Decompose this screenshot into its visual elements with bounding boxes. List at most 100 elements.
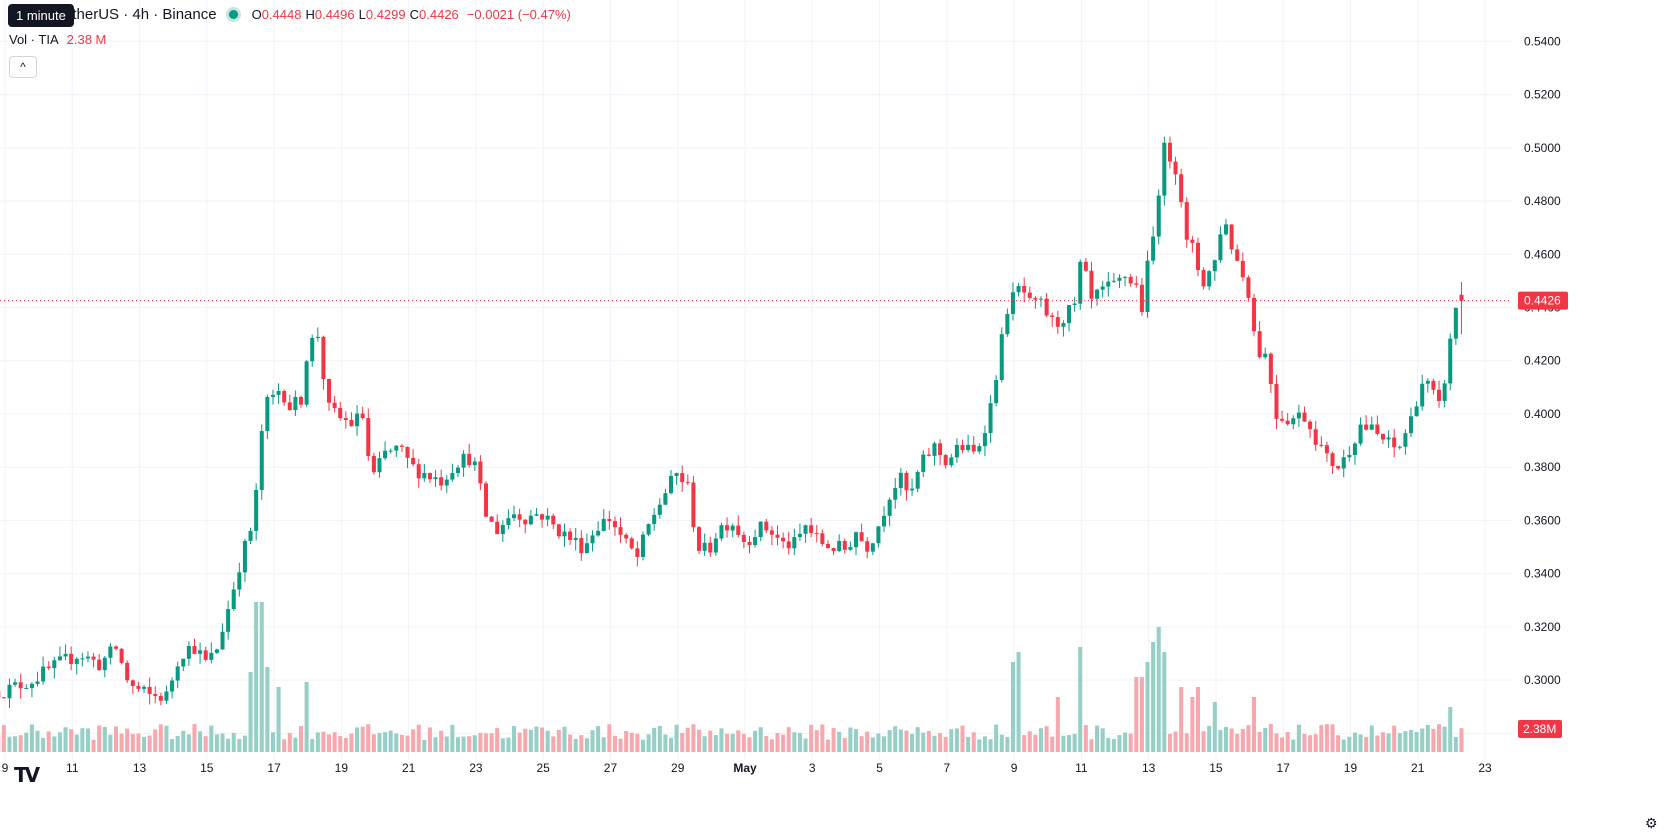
candle-body xyxy=(825,543,830,548)
last-volume-label: 2.38M xyxy=(1518,720,1562,738)
volume-bar xyxy=(97,725,102,752)
candle-body xyxy=(764,521,769,531)
volume-bar xyxy=(601,737,606,752)
volume-bar xyxy=(1263,727,1268,752)
volume-bar xyxy=(130,734,135,752)
time-tick-label: 23 xyxy=(469,761,483,775)
collapse-glyph: ^ xyxy=(20,60,26,74)
candle-body xyxy=(276,390,281,395)
candle-body xyxy=(1167,142,1172,162)
time-tick-label: 23 xyxy=(1478,761,1492,775)
candle-body xyxy=(876,526,881,544)
volume-bar xyxy=(427,727,432,752)
volume-bar xyxy=(422,739,427,752)
candle-body xyxy=(820,533,825,544)
candle-body xyxy=(775,534,780,538)
volume-bar xyxy=(147,735,152,752)
candle-body xyxy=(629,538,634,549)
chevron-up-icon[interactable]: ^ xyxy=(9,56,37,78)
candle-body xyxy=(697,527,702,551)
volume-bar xyxy=(781,734,786,752)
candle-body xyxy=(994,380,999,404)
volume-legend[interactable]: Vol · TIA 2.38 M xyxy=(9,32,106,47)
volume-bar xyxy=(287,732,292,752)
volume-bar xyxy=(893,726,898,752)
volume-bar xyxy=(1195,687,1200,752)
volume-bar xyxy=(674,724,679,752)
candle-body xyxy=(853,532,859,548)
candle-body xyxy=(1111,280,1116,282)
volume-bar xyxy=(1324,724,1329,752)
volume-bar xyxy=(125,728,130,752)
candle-body xyxy=(1184,202,1189,240)
volume-bar xyxy=(377,732,382,752)
volume-value: 2.38 M xyxy=(66,32,107,47)
volume-bar xyxy=(1302,733,1307,752)
time-tick-label: 3 xyxy=(809,761,816,775)
volume-bar xyxy=(366,724,371,752)
candle-body xyxy=(1027,292,1032,298)
gear-icon[interactable]: ⚙ xyxy=(1645,815,1658,831)
volume-bar xyxy=(1252,697,1257,752)
volume-bar xyxy=(612,735,617,752)
candle-body xyxy=(1263,353,1268,358)
candle-body xyxy=(63,653,68,657)
candle-body xyxy=(1117,277,1122,281)
candle-body xyxy=(870,543,875,552)
price-axis[interactable]: 0.54000.52000.50000.48000.46000.44000.42… xyxy=(1524,34,1561,740)
candle-body xyxy=(1358,424,1363,444)
volume-bar xyxy=(1414,731,1419,752)
price-tick-label: 0.3800 xyxy=(1524,460,1561,474)
volume-bar xyxy=(865,731,870,752)
volume-bar xyxy=(713,735,718,752)
candle-body xyxy=(388,450,393,452)
volume-bar xyxy=(1319,724,1324,752)
volume-bar xyxy=(1184,733,1189,752)
candle-body xyxy=(1100,286,1105,290)
candle-body xyxy=(186,646,191,659)
candle-body xyxy=(1257,331,1262,358)
candle-body xyxy=(1403,433,1408,447)
candle-body xyxy=(97,659,102,671)
candle-body xyxy=(489,516,494,522)
volume-bar xyxy=(512,726,517,752)
time-tick-label: 13 xyxy=(133,761,147,775)
tradingview-logo-icon[interactable]: TV xyxy=(14,763,40,787)
volume-bar xyxy=(74,734,79,752)
time-axis[interactable]: 9 11 13 15 17 19 21 23 25 27 29 May 3 5 7 9 11 13 15 17 19 21… xyxy=(2,761,1492,775)
volume-bar xyxy=(1050,736,1055,752)
volume-bar xyxy=(820,724,825,752)
candle-body xyxy=(1313,429,1318,445)
candle-body xyxy=(1324,445,1329,454)
candle-body xyxy=(814,533,819,535)
volume-bar xyxy=(540,727,545,752)
candle-body xyxy=(1022,286,1027,293)
candle-body xyxy=(865,541,870,552)
change-value: −0.0021 (−0.47%) xyxy=(466,7,571,22)
price-tick-label: 0.4600 xyxy=(1524,247,1561,261)
volume-bar xyxy=(1055,697,1060,752)
candle-body xyxy=(1302,412,1307,422)
volume-bar xyxy=(803,738,808,752)
volume-bar xyxy=(1212,702,1217,752)
candle-body xyxy=(517,514,522,520)
time-tick-label: 13 xyxy=(1142,761,1156,775)
candle-body xyxy=(624,534,629,539)
candle-body xyxy=(444,479,449,486)
candle-body xyxy=(371,456,376,473)
candle-body xyxy=(282,390,287,403)
candle-body xyxy=(904,472,909,491)
candle-body xyxy=(988,403,993,434)
volume-bar xyxy=(52,736,57,752)
volume-bar xyxy=(1078,647,1083,752)
volume-bar xyxy=(203,736,208,752)
price-tick-label: 0.3200 xyxy=(1524,620,1561,634)
volume-bar xyxy=(624,731,629,752)
candle-body xyxy=(713,538,718,553)
volume-bar xyxy=(1386,733,1391,752)
volume-bar xyxy=(1229,728,1234,752)
symbol-title[interactable]: etherUS · 4h · Binance xyxy=(64,6,217,23)
candle-body xyxy=(35,681,40,684)
low-value: 0.4299 xyxy=(365,7,406,22)
